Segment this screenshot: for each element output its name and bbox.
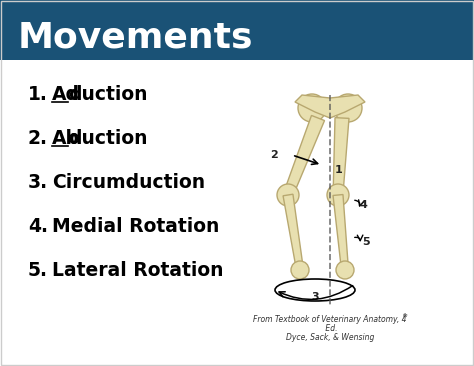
Text: Lateral Rotation: Lateral Rotation — [52, 261, 224, 280]
Text: 1.: 1. — [28, 86, 48, 105]
Text: 3: 3 — [311, 292, 319, 302]
Text: 4: 4 — [360, 200, 368, 210]
Text: Ab: Ab — [52, 130, 80, 149]
Circle shape — [327, 184, 349, 206]
Circle shape — [334, 94, 362, 122]
Text: Movements: Movements — [18, 21, 254, 55]
Circle shape — [336, 261, 354, 279]
Circle shape — [291, 261, 309, 279]
Text: Ed.: Ed. — [323, 324, 337, 333]
Polygon shape — [283, 115, 325, 197]
Text: 2: 2 — [270, 150, 278, 160]
Text: 4.: 4. — [28, 217, 48, 236]
Polygon shape — [333, 195, 348, 270]
Text: From Textbook of Veterinary Anatomy, 4: From Textbook of Veterinary Anatomy, 4 — [253, 315, 407, 324]
Text: Circumduction: Circumduction — [52, 173, 205, 193]
Text: 3.: 3. — [28, 173, 48, 193]
Text: 1: 1 — [335, 165, 343, 175]
Text: Medial Rotation: Medial Rotation — [52, 217, 219, 236]
Text: Dyce, Sack, & Wensing: Dyce, Sack, & Wensing — [286, 333, 374, 342]
Text: 5.: 5. — [28, 261, 48, 280]
FancyBboxPatch shape — [0, 0, 474, 60]
Text: Ad: Ad — [52, 86, 80, 105]
Polygon shape — [295, 95, 365, 118]
Text: duction: duction — [68, 130, 148, 149]
Circle shape — [298, 94, 326, 122]
Circle shape — [277, 184, 299, 206]
Text: 2.: 2. — [28, 130, 48, 149]
Text: duction: duction — [68, 86, 148, 105]
Polygon shape — [283, 194, 303, 270]
Text: 5: 5 — [362, 237, 370, 247]
Text: th: th — [403, 313, 409, 318]
Polygon shape — [333, 117, 349, 195]
